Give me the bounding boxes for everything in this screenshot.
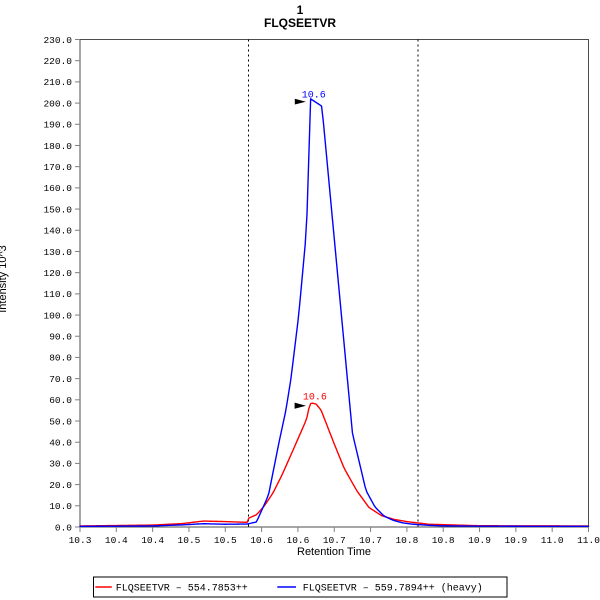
svg-text:10.6: 10.6 [287,535,310,546]
svg-text:10.8: 10.8 [395,535,418,546]
svg-text:10.3: 10.3 [69,535,92,546]
svg-text:10.5: 10.5 [178,535,201,546]
svg-text:40.0: 40.0 [49,438,72,449]
svg-text:100.0: 100.0 [43,310,72,321]
svg-text:160.0: 160.0 [43,183,72,194]
svg-text:0.0: 0.0 [55,522,72,533]
svg-text:10.5: 10.5 [214,535,237,546]
svg-text:10.4: 10.4 [105,535,128,546]
svg-text:190.0: 190.0 [43,120,72,131]
svg-text:170.0: 170.0 [43,162,72,173]
svg-text:10.9: 10.9 [504,535,527,546]
svg-text:10.6: 10.6 [303,393,327,404]
svg-text:210.0: 210.0 [43,77,72,88]
svg-text:20.0: 20.0 [49,480,72,491]
svg-text:200.0: 200.0 [43,98,72,109]
svg-text:FLQSEETVR – 559.7894++ (heavy): FLQSEETVR – 559.7894++ (heavy) [303,583,483,595]
svg-text:90.0: 90.0 [49,332,72,343]
svg-text:150.0: 150.0 [43,204,72,215]
svg-text:10.0: 10.0 [49,501,72,512]
svg-text:230.0: 230.0 [43,35,72,46]
svg-text:10.7: 10.7 [359,535,382,546]
svg-text:10.7: 10.7 [323,535,346,546]
svg-text:110.0: 110.0 [43,289,72,300]
svg-text:50.0: 50.0 [49,416,72,427]
svg-text:10.8: 10.8 [432,535,455,546]
svg-text:FLQSEETVR – 554.7853++: FLQSEETVR – 554.7853++ [116,584,248,595]
svg-text:70.0: 70.0 [49,374,72,385]
svg-text:80.0: 80.0 [49,353,72,364]
svg-text:140.0: 140.0 [43,226,72,237]
svg-text:11.0: 11.0 [577,535,600,546]
svg-text:220.0: 220.0 [43,56,72,67]
svg-text:120.0: 120.0 [43,268,72,279]
svg-text:10.4: 10.4 [141,535,164,546]
svg-text:10.6: 10.6 [302,91,326,102]
svg-text:10.6: 10.6 [250,535,273,546]
svg-text:11.0: 11.0 [541,535,564,546]
svg-text:10.9: 10.9 [468,535,491,546]
svg-text:60.0: 60.0 [49,395,72,406]
svg-text:130.0: 130.0 [43,247,72,258]
svg-text:30.0: 30.0 [49,459,72,470]
svg-text:180.0: 180.0 [43,141,72,152]
